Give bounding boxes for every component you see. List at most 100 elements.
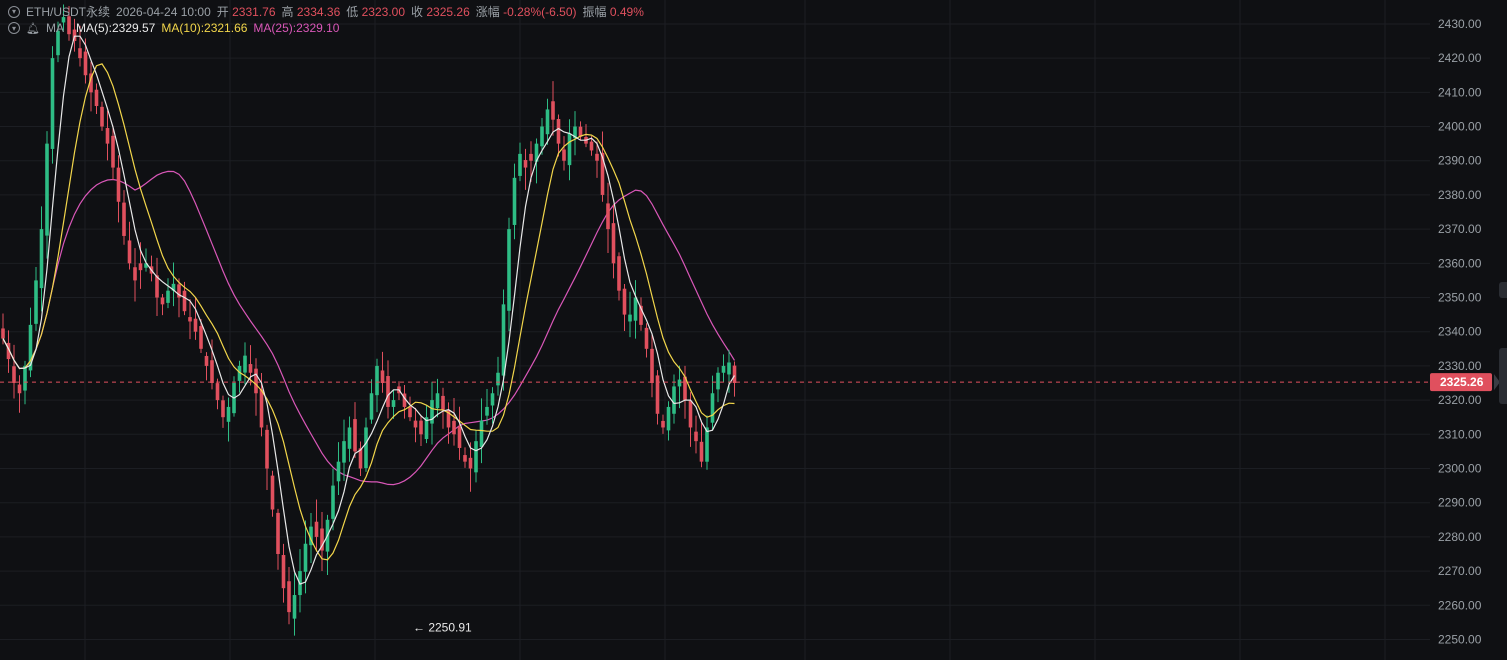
candle-body [171, 283, 176, 291]
candle-body [353, 419, 357, 452]
candle-body [276, 512, 280, 554]
candle-body [457, 426, 462, 448]
y-tick-label: 2300.00 [1438, 461, 1482, 475]
candle-body [193, 318, 198, 332]
candle-body [160, 297, 165, 305]
candle-body [556, 118, 561, 144]
candle-body [331, 485, 335, 519]
candle-body [182, 290, 187, 312]
candle-body [320, 528, 324, 551]
candle-body [94, 89, 99, 107]
y-tick-label: 2280.00 [1438, 530, 1482, 544]
candle-body [441, 395, 445, 411]
candle-body [573, 126, 577, 139]
candle-body [1, 328, 5, 339]
side-panel-tab[interactable] [1499, 282, 1507, 298]
candle-body [265, 429, 269, 469]
high-value: 2334.36 [296, 5, 341, 19]
candle-body [419, 420, 423, 435]
candle-body [61, 17, 66, 23]
y-tick-label: 2290.00 [1438, 496, 1482, 510]
y-tick-label: 2420.00 [1438, 51, 1482, 65]
candle-body [144, 263, 148, 268]
bell-icon[interactable]: 🔔︎ [26, 22, 40, 35]
candle-body [12, 366, 16, 384]
change-value: -0.28%(-6.50) [503, 5, 577, 19]
candle-body [562, 149, 566, 161]
candle-body [89, 73, 93, 93]
y-tick-label: 2390.00 [1438, 154, 1482, 168]
candle-body [479, 420, 484, 447]
candle-body [507, 229, 511, 311]
ma25-line [2, 170, 736, 486]
candle-body [600, 152, 605, 195]
candle-body [243, 355, 247, 373]
candle-body [721, 365, 726, 373]
low-price-marker: ← 2250.91 [413, 620, 472, 634]
candle-body [105, 128, 110, 144]
candle-body [617, 256, 621, 291]
candle-body [534, 143, 539, 162]
candle-body [375, 365, 379, 396]
candle-body [512, 177, 517, 225]
side-panel-tab-2[interactable] [1499, 348, 1507, 404]
candle-body [133, 267, 137, 281]
candle-body [100, 106, 104, 127]
collapse-toggle-icon[interactable]: ▾ [8, 5, 20, 18]
candle-body [716, 372, 720, 390]
candle-body [518, 153, 522, 176]
candle-body [628, 314, 632, 322]
candle-body [529, 153, 533, 161]
chart-overlay: 2325.26 ← 2250.91 [0, 373, 1500, 634]
low-label: 低 [346, 5, 359, 19]
candle-body [166, 290, 170, 303]
candle-body [287, 581, 291, 613]
price-axis[interactable]: 2250.00 2260.00 2270.00 2280.00 2290.00 2300.… [1438, 17, 1482, 647]
y-tick-label: 2360.00 [1438, 256, 1482, 270]
candle-body [672, 386, 676, 414]
y-tick-label: 2310.00 [1438, 427, 1482, 441]
candle-body [347, 427, 352, 449]
candle-body [67, 16, 71, 35]
candle-body [501, 304, 506, 376]
candle-body [430, 400, 434, 424]
open-label: 开 [216, 5, 229, 19]
candle-body [358, 448, 363, 469]
candle-body [424, 417, 429, 440]
y-tick-label: 2250.00 [1438, 632, 1482, 646]
candle-body [364, 427, 368, 469]
low-value: 2323.00 [361, 5, 406, 19]
candle-body [611, 223, 616, 264]
y-tick-label: 2270.00 [1438, 564, 1482, 578]
y-tick-label: 2340.00 [1438, 325, 1482, 339]
candle-body [204, 355, 209, 366]
candle-body [237, 365, 242, 381]
y-tick-label: 2410.00 [1438, 85, 1482, 99]
current-price-label: 2325.26 [1440, 375, 1484, 389]
indicator-toggle-icon[interactable]: ▾ [8, 22, 20, 34]
candle-body [122, 202, 126, 236]
ma25-line-layer [2, 170, 736, 486]
candle-body [391, 400, 396, 407]
ma5-value: MA(5):2329.57 [75, 21, 156, 35]
candle-body [732, 365, 737, 384]
candle-body [221, 400, 225, 418]
candle-body [666, 406, 671, 431]
candle-body [633, 297, 638, 321]
candle-body [23, 365, 27, 391]
candle-body [622, 288, 627, 315]
candle-body [694, 431, 698, 442]
candle-body [111, 135, 115, 168]
change-label: 涨幅 [475, 5, 500, 19]
candle-body [386, 376, 390, 407]
indicator-info-bar: ▾ 🔔︎ MA MA(5):2329.57 MA(10):2321.66 MA(… [8, 21, 339, 35]
indicator-name[interactable]: MA [45, 21, 64, 35]
candle-body [683, 376, 687, 401]
candle-body [595, 153, 599, 161]
candle-body [116, 167, 121, 202]
candle-body [45, 143, 49, 236]
y-tick-label: 2350.00 [1438, 291, 1482, 305]
candle-body [314, 521, 319, 537]
candle-body [369, 393, 374, 420]
